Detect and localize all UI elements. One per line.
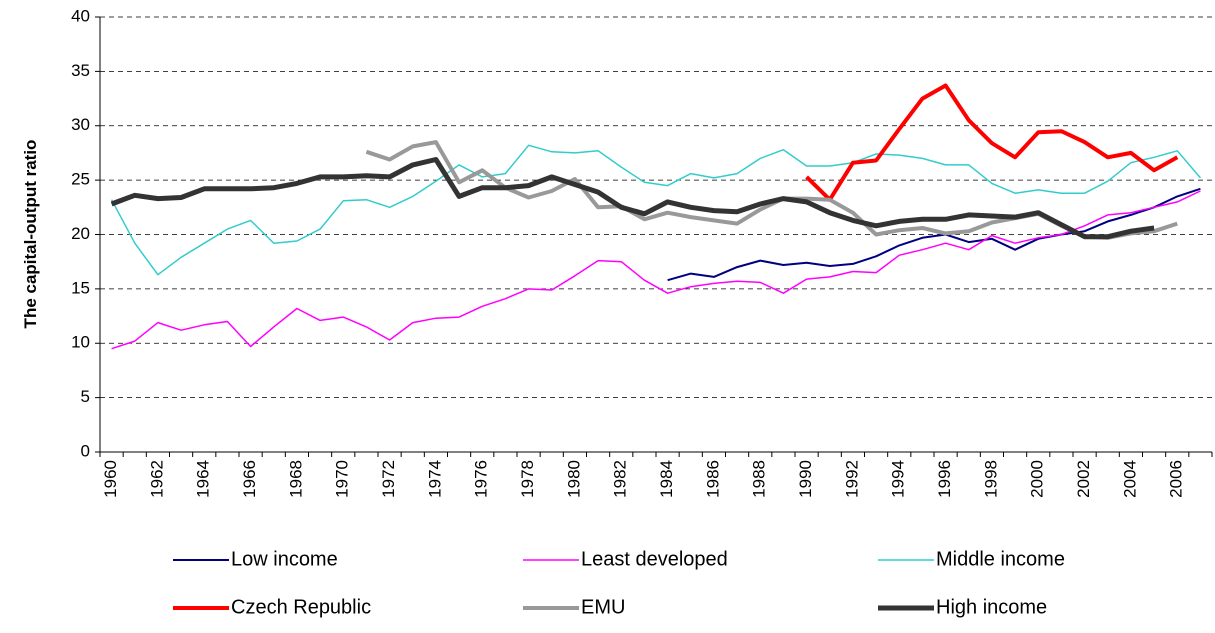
- x-tick-label: 1986: [703, 460, 722, 498]
- series-line: [805, 83, 1179, 202]
- x-tick-label: 1978: [518, 460, 537, 498]
- legend-label: Middle income: [936, 548, 1065, 570]
- y-tick-label: 30: [71, 115, 90, 134]
- x-tick-label: 1976: [472, 460, 491, 498]
- series-line: [111, 190, 1201, 350]
- x-tick-label: 1996: [935, 460, 954, 498]
- x-tick-label: 1982: [611, 460, 630, 498]
- y-tick-label: 40: [71, 6, 90, 25]
- series-line: [667, 187, 1201, 282]
- x-tick-label: 1980: [564, 460, 583, 498]
- x-tick-label: 1972: [379, 460, 398, 498]
- legend-label: Least developed: [581, 548, 728, 570]
- x-tick-label: 2002: [1074, 460, 1093, 498]
- legend-label: High income: [936, 596, 1047, 618]
- y-axis-label: The capital-output ratio: [21, 140, 40, 329]
- x-tick-label: 1966: [240, 460, 259, 498]
- x-tick-label: 1992: [842, 460, 861, 498]
- y-tick-label: 0: [81, 441, 90, 460]
- x-tick-label: 1988: [750, 460, 769, 498]
- x-tick-label: 2006: [1167, 460, 1186, 498]
- legend-label: Czech Republic: [231, 596, 371, 618]
- x-tick-label: 1960: [101, 460, 120, 498]
- x-tick-label: 2004: [1120, 460, 1139, 498]
- y-tick-label: 25: [71, 170, 90, 189]
- y-tick-label: 5: [81, 387, 90, 406]
- y-tick-label: 20: [71, 224, 90, 243]
- y-tick-label: 35: [71, 61, 90, 80]
- x-tick-label: 1962: [147, 460, 166, 498]
- x-tick-label: 1968: [286, 460, 305, 498]
- y-tick-label: 10: [71, 333, 90, 352]
- x-tick-label: 1970: [333, 460, 352, 498]
- x-tick-label: 1998: [981, 460, 1000, 498]
- legend-label: EMU: [581, 596, 625, 618]
- x-tick-label: 1974: [425, 460, 444, 498]
- legend-label: Low income: [231, 548, 338, 570]
- y-tick-label: 15: [71, 278, 90, 297]
- x-tick-label: 1990: [796, 460, 815, 498]
- series-line: [110, 144, 1201, 276]
- x-tick-label: 1964: [194, 460, 213, 498]
- series-line: [110, 157, 1155, 240]
- x-tick-label: 2000: [1028, 460, 1047, 498]
- x-tick-label: 1984: [657, 460, 676, 498]
- x-tick-label: 1994: [889, 460, 908, 498]
